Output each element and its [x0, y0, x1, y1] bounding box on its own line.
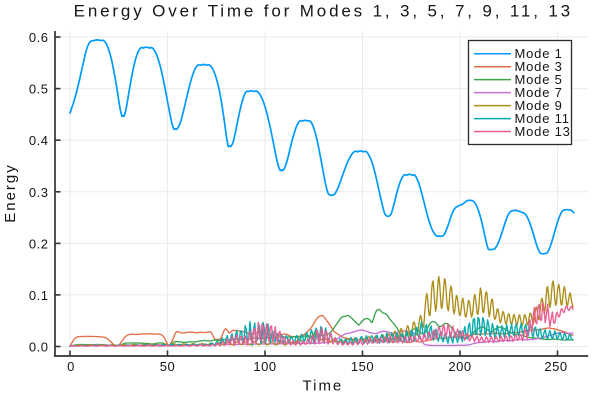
- svg-text:250: 250: [544, 359, 567, 374]
- svg-text:Mode 5: Mode 5: [515, 72, 563, 87]
- svg-text:Mode 3: Mode 3: [515, 59, 563, 74]
- svg-text:0.1: 0.1: [29, 288, 49, 303]
- svg-text:0: 0: [67, 359, 75, 374]
- svg-text:Energy: Energy: [2, 163, 19, 223]
- svg-text:0.3: 0.3: [29, 185, 49, 200]
- svg-text:0.6: 0.6: [29, 30, 49, 45]
- svg-text:50: 50: [160, 359, 175, 374]
- svg-text:0.0: 0.0: [29, 340, 49, 355]
- svg-text:Mode 7: Mode 7: [515, 85, 563, 100]
- svg-text:0.2: 0.2: [29, 236, 49, 251]
- svg-text:100: 100: [253, 359, 276, 374]
- svg-text:Mode 13: Mode 13: [515, 124, 571, 139]
- svg-text:150: 150: [351, 359, 374, 374]
- svg-text:0.5: 0.5: [29, 82, 49, 97]
- svg-text:Mode 9: Mode 9: [515, 98, 563, 113]
- svg-text:Mode 11: Mode 11: [515, 111, 570, 126]
- svg-text:Mode 1: Mode 1: [515, 46, 563, 61]
- svg-text:Energy Over Time for Modes 1,: Energy Over Time for Modes 1, 3, 5, 7, 9…: [74, 2, 573, 21]
- svg-text:Time: Time: [303, 377, 344, 394]
- svg-text:0.4: 0.4: [29, 133, 49, 148]
- svg-text:200: 200: [448, 359, 471, 374]
